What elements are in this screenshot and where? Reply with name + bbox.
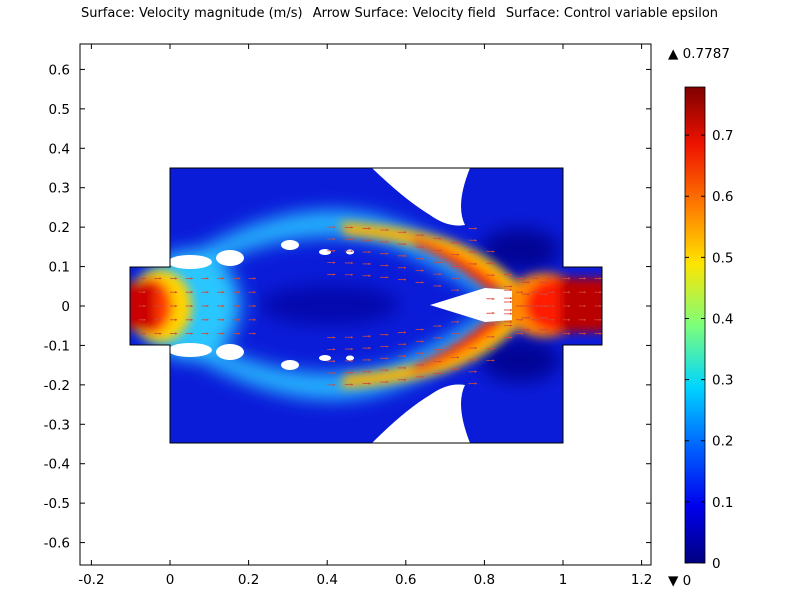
x-tick-label: 0.2 [238,572,259,588]
colorbar-ticks: 0 0.1 0.2 0.3 0.4 0.5 0.6 0.7 [685,128,733,572]
y-tick-label: 0.2 [49,220,70,236]
x-tick-label: 0 [166,572,175,588]
y-tick-label: 0 [61,299,70,315]
x-tick-label: 0.8 [474,572,495,588]
chart-title: Surface: Velocity magnitude (m/s) Arrow … [0,6,799,21]
velocity-arrows [138,225,602,387]
colorbar-tick-label: 0.2 [712,434,733,450]
colorbar-tick-label: 0.3 [712,373,733,389]
x-tick-label: 0.6 [395,572,416,588]
colorbar-tick-label: 0.7 [712,128,733,144]
x-tick-label: 0.4 [316,572,337,588]
y-tick-label: -0.3 [44,417,70,433]
title-control-variable: Surface: Control variable epsilon [505,6,719,21]
y-tick-label: -0.5 [44,496,70,512]
colorbar-tick-label: 0.4 [712,311,733,327]
y-tick-label: 0.1 [49,260,70,276]
x-tick-label: 1 [559,572,568,588]
x-axis: -0.2 0 0.2 0.4 0.6 0.8 1 1.2 [78,44,652,588]
y-tick-label: -0.1 [44,338,70,354]
colorbar [684,86,706,564]
title-surface-velocity: Surface: Velocity magnitude (m/s) [80,6,303,21]
colorbar-tick-label: 0.5 [712,250,733,266]
y-tick-label: 0.3 [49,181,70,197]
title-arrow-surface: Arrow Surface: Velocity field [312,6,496,21]
y-tick-label: -0.2 [44,378,70,394]
x-tick-label: 1.2 [631,572,652,588]
y-tick-label: -0.4 [44,457,70,473]
velocity-field [130,168,602,443]
x-tick-label: -0.2 [78,572,104,588]
y-tick-label: 0.6 [49,62,70,78]
colorbar-min-label: ▼ 0 [668,573,691,589]
y-axis: 0.6 0.5 0.4 0.3 0.2 0.1 0 -0.1 -0.2 -0.3 -0.4 -0.5 -… [44,62,651,552]
colorbar-tick-label: 0.6 [712,189,733,205]
colorbar-tick-label: 0 [712,556,721,572]
y-tick-label: 0.5 [49,102,70,118]
y-tick-label: -0.6 [44,536,70,552]
colorbar-tick-label: 0.1 [712,495,733,511]
colorbar-max-label: ▲ 0.7787 [668,46,730,62]
y-tick-label: 0.4 [49,141,70,157]
